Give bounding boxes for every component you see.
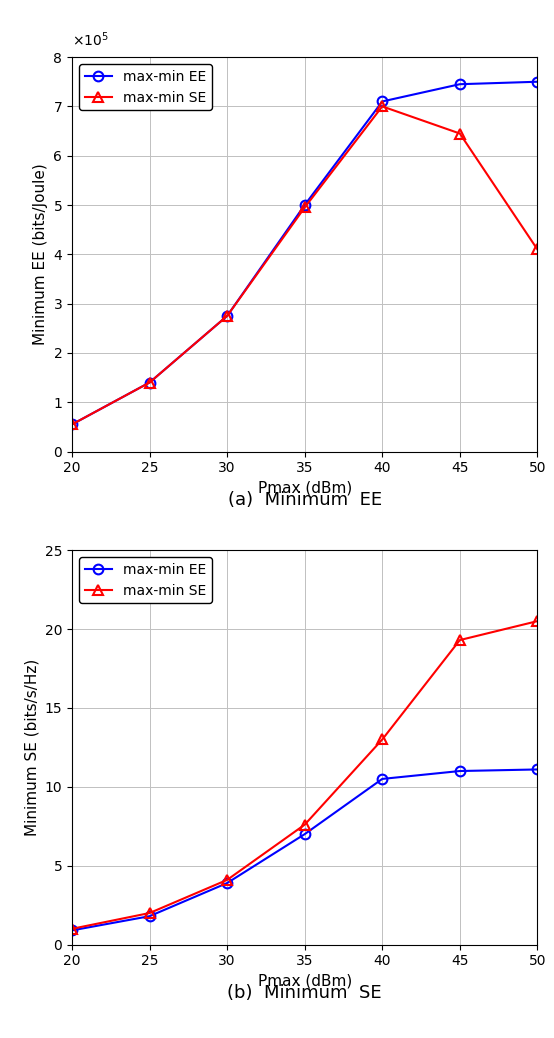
max-min EE xyxy=(301,828,308,841)
max-min SE xyxy=(301,818,308,830)
max-min EE xyxy=(224,877,230,890)
max-min SE xyxy=(534,614,541,627)
max-min EE xyxy=(379,95,386,108)
max-min SE xyxy=(301,201,308,214)
X-axis label: Pmax (dBm): Pmax (dBm) xyxy=(258,481,352,496)
max-min SE xyxy=(224,874,230,886)
max-min SE xyxy=(146,907,153,920)
Legend: max-min EE, max-min SE: max-min EE, max-min SE xyxy=(79,64,212,110)
max-min SE xyxy=(224,309,230,322)
max-min EE xyxy=(456,765,463,777)
Y-axis label: Minimum EE (bits/Joule): Minimum EE (bits/Joule) xyxy=(33,163,48,346)
Y-axis label: Minimum SE (bits/s/Hz): Minimum SE (bits/s/Hz) xyxy=(24,659,39,836)
max-min EE xyxy=(534,763,541,775)
max-min EE xyxy=(224,309,230,322)
max-min EE xyxy=(146,910,153,923)
Line: max-min SE: max-min SE xyxy=(67,617,542,933)
max-min EE xyxy=(146,377,153,389)
max-min SE xyxy=(379,733,386,745)
Line: max-min EE: max-min EE xyxy=(67,765,542,935)
max-min SE xyxy=(146,377,153,389)
Text: (a)  Minimum  EE: (a) Minimum EE xyxy=(228,491,382,509)
max-min SE xyxy=(379,101,386,113)
max-min EE xyxy=(301,199,308,212)
max-min SE xyxy=(456,634,463,647)
max-min EE xyxy=(69,924,75,936)
Text: $\times10^5$: $\times10^5$ xyxy=(72,30,109,49)
Line: max-min EE: max-min EE xyxy=(67,77,542,430)
X-axis label: Pmax (dBm): Pmax (dBm) xyxy=(258,974,352,989)
max-min EE xyxy=(456,78,463,90)
max-min SE xyxy=(69,923,75,935)
Legend: max-min EE, max-min SE: max-min EE, max-min SE xyxy=(79,557,212,603)
Text: (b)  Minimum  SE: (b) Minimum SE xyxy=(227,984,382,1002)
max-min SE xyxy=(534,243,541,255)
max-min SE xyxy=(456,128,463,140)
max-min EE xyxy=(534,76,541,88)
max-min EE xyxy=(69,418,75,431)
Line: max-min SE: max-min SE xyxy=(67,102,542,430)
max-min SE xyxy=(69,418,75,431)
max-min EE xyxy=(379,772,386,785)
